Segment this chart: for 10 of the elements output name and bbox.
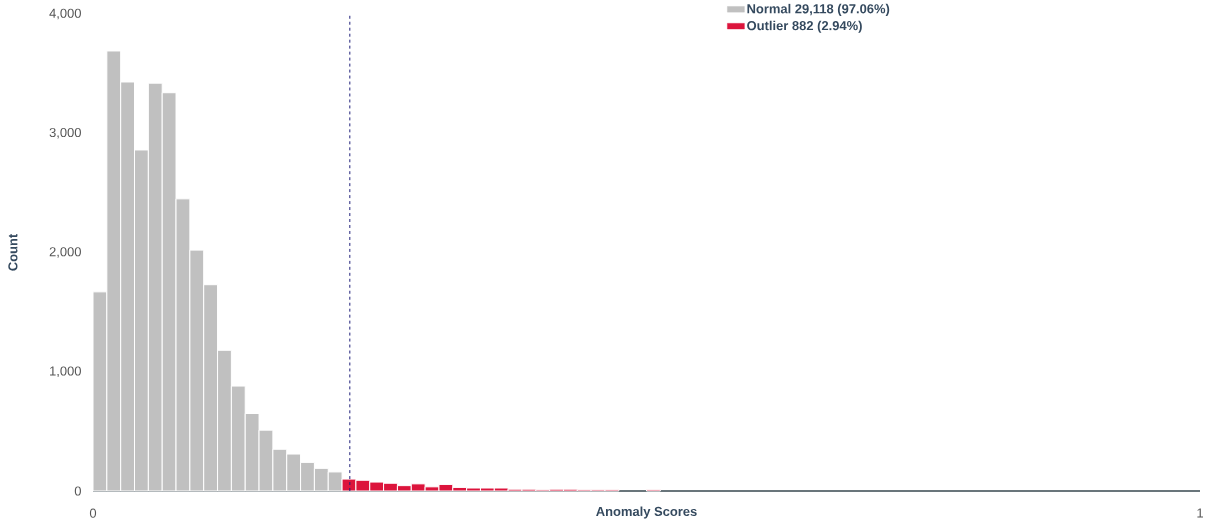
legend-label: Outlier 882 (2.94%): [747, 20, 862, 33]
legend-label: Normal 29,118 (97.06%): [747, 3, 890, 16]
y-tick-label: 4,000: [49, 8, 81, 20]
x-axis-title: Anomaly Scores: [596, 506, 697, 519]
y-tick-label: 1,000: [50, 366, 81, 378]
y-tick-label: 0: [74, 486, 81, 496]
x-tick-label: 1: [1197, 508, 1203, 518]
y-tick-label: 2,000: [49, 247, 81, 258]
y-axis-title: Count: [8, 233, 18, 271]
y-tick-label: 3,000: [49, 127, 81, 139]
